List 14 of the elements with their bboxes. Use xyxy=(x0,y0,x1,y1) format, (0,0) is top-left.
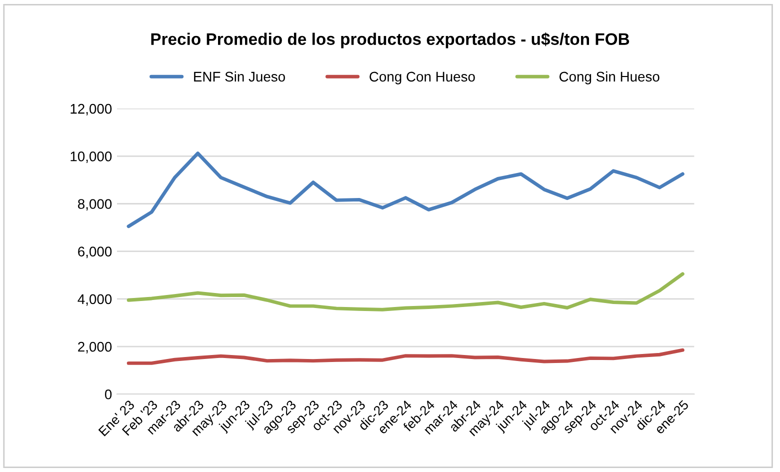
line-series xyxy=(126,272,684,312)
chart-title: Precio Promedio de los productos exportados - u$s/ton FOB xyxy=(151,32,630,48)
legend-label: Cong Con Hueso xyxy=(370,72,475,84)
y-tick-label: 0 xyxy=(104,389,112,400)
legend-label: ENF Sin Jueso xyxy=(194,71,285,82)
line-series xyxy=(126,348,684,365)
y-tick-label: 2,000 xyxy=(78,342,112,354)
legend-label: Cong Sin Hueso xyxy=(559,71,660,84)
y-tick-label: 12,000 xyxy=(70,104,112,116)
y-tick-label: 4,000 xyxy=(78,294,112,306)
y-tick-label: 10,000 xyxy=(70,151,112,163)
y-tick-label: 8,000 xyxy=(78,199,112,211)
y-tick-label: 6,000 xyxy=(78,246,112,258)
line-series xyxy=(126,152,684,228)
